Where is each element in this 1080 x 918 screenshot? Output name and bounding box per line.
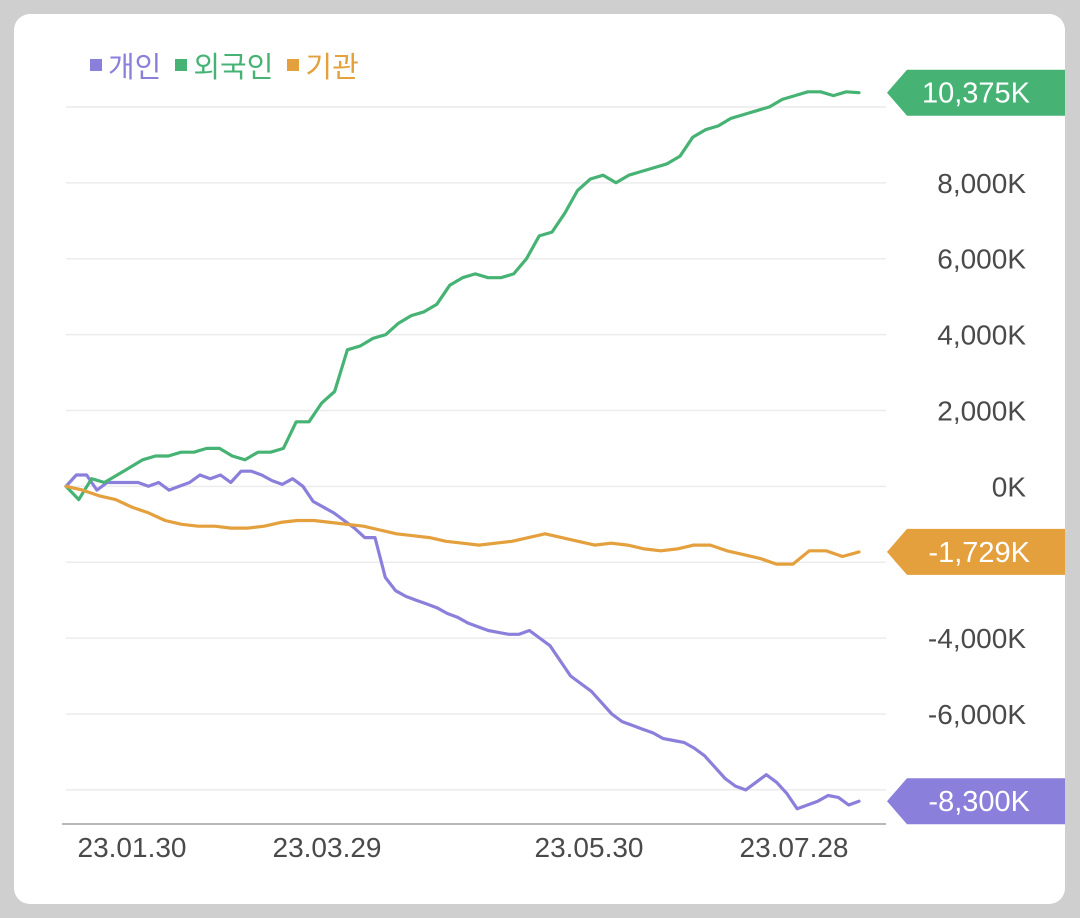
y-tick-label: 8,000K	[937, 168, 1026, 199]
chart-legend: 개인 외국인 기관	[90, 44, 359, 86]
legend-item: 기관	[287, 44, 359, 86]
y-tick-label: 0K	[992, 471, 1027, 502]
legend-label: 외국인	[193, 52, 274, 84]
end-value-label: -1,729K	[928, 537, 1030, 569]
end-value-tag	[887, 528, 1065, 575]
end-value-label: -8,300K	[928, 786, 1030, 818]
x-tick-label: 23.03.29	[273, 832, 382, 863]
y-tick-label: 6,000K	[937, 244, 1026, 275]
x-tick-label: 23.07.28	[740, 832, 849, 863]
legend-swatch	[287, 59, 300, 71]
line-chart: 8,000K 6,000K 4,000K 2,000K 0K -4,000K -6,000K…	[62, 69, 1065, 863]
y-tick-label: 4,000K	[937, 320, 1026, 351]
series-line	[64, 484, 861, 566]
legend-item: 외국인	[175, 44, 273, 86]
chart-card: 개인 외국인 기관 8,000K 6,000K 4,000K 2,000K 0K -4,000…	[14, 14, 1065, 904]
y-tick-label: -4,000K	[928, 623, 1026, 654]
x-tick-label: 23.05.30	[535, 832, 644, 863]
x-tick-label: 23.01.30	[78, 832, 187, 863]
y-tick-label: -6,000K	[928, 699, 1026, 730]
y-tick-label: 2,000K	[937, 395, 1026, 426]
legend-item: 개인	[90, 44, 161, 86]
legend-label: 개인	[108, 52, 162, 84]
legend-label: 기관	[305, 52, 359, 84]
end-value-tag	[887, 778, 1065, 825]
series-line	[64, 469, 861, 811]
end-value-tag	[887, 69, 1065, 116]
series-line	[64, 90, 861, 502]
legend-swatch	[175, 59, 188, 71]
legend-swatch	[90, 59, 102, 71]
end-value-label: 10,375K	[922, 78, 1031, 110]
